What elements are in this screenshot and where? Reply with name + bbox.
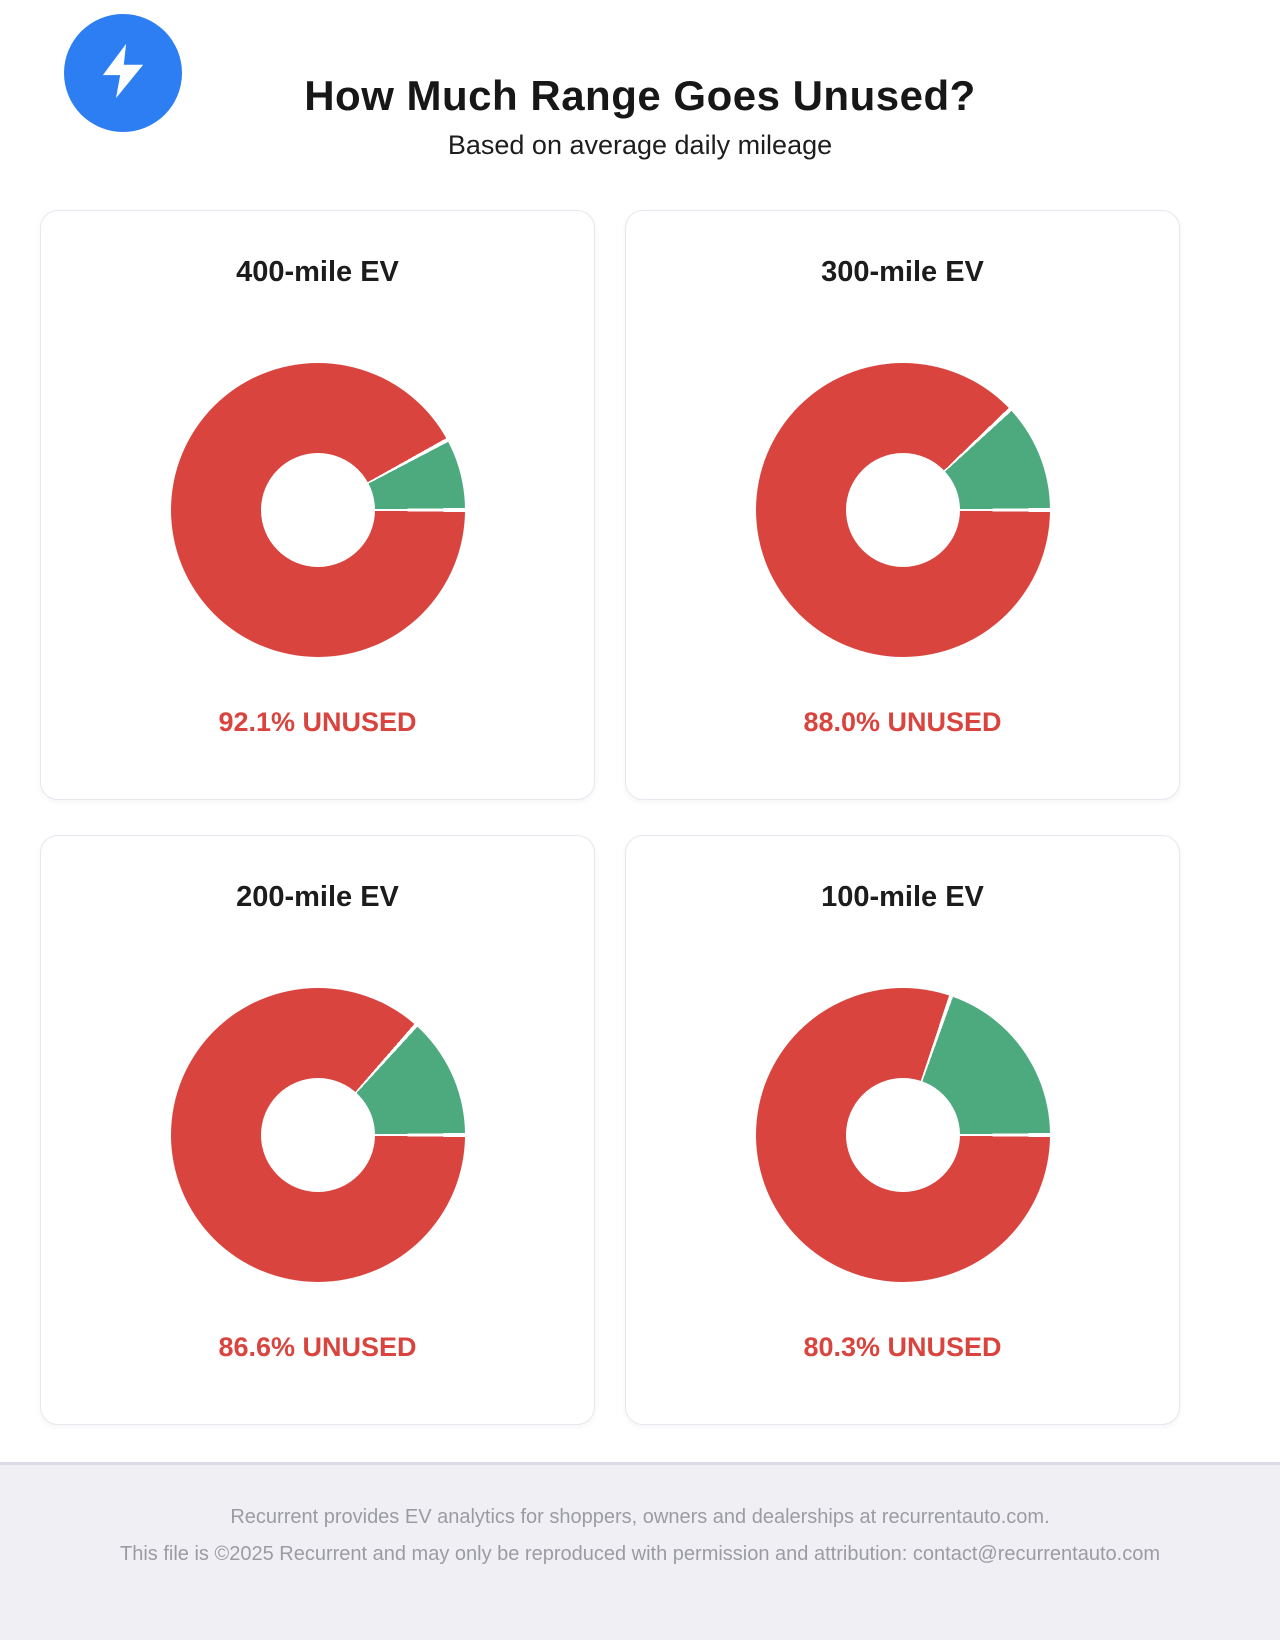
chart-card-200-mile: 200-mile EV 86.6% UNUSED bbox=[40, 835, 595, 1425]
donut-chart-200-mile bbox=[170, 988, 465, 1282]
page-title: How Much Range Goes Unused? bbox=[304, 72, 976, 119]
footer: Recurrent provides EV analytics for shop… bbox=[0, 1462, 1280, 1640]
chart-card-300-mile: 300-mile EV 88.0% UNUSED bbox=[625, 210, 1180, 800]
chart-card-400-mile: 400-mile EV 92.1% UNUSED bbox=[40, 210, 595, 800]
footer-line-2: This file is ©2025 Recurrent and may onl… bbox=[120, 1543, 1160, 1565]
donut-chart-300-mile bbox=[755, 363, 1050, 657]
unused-percentage-label: 86.6% UNUSED bbox=[218, 1332, 417, 1362]
header: How Much Range Goes Unused? Based on ave… bbox=[0, 72, 1280, 161]
donut-chart-400-mile bbox=[170, 363, 465, 657]
donut-hole bbox=[260, 453, 375, 567]
chart-title: 400-mile EV bbox=[236, 256, 399, 288]
charts-grid: 400-mile EV 92.1% UNUSED 300-mile EV 88.… bbox=[40, 210, 1180, 1425]
unused-percentage-label: 88.0% UNUSED bbox=[803, 707, 1002, 737]
chart-title: 100-mile EV bbox=[821, 881, 984, 913]
donut-chart-100-mile bbox=[755, 988, 1050, 1282]
page-subtitle: Based on average daily mileage bbox=[447, 130, 833, 160]
donut-hole bbox=[845, 1078, 960, 1192]
chart-title: 300-mile EV bbox=[821, 256, 984, 288]
unused-percentage-label: 92.1% UNUSED bbox=[218, 707, 417, 737]
chart-title: 200-mile EV bbox=[236, 881, 399, 913]
chart-card-100-mile: 100-mile EV 80.3% UNUSED bbox=[625, 835, 1180, 1425]
recurrent-logo bbox=[64, 14, 182, 132]
donut-hole bbox=[260, 1078, 375, 1192]
lightning-bolt-icon bbox=[92, 40, 154, 107]
footer-line-1: Recurrent provides EV analytics for shop… bbox=[230, 1506, 1050, 1528]
donut-hole bbox=[845, 453, 960, 567]
unused-percentage-label: 80.3% UNUSED bbox=[803, 1332, 1002, 1362]
